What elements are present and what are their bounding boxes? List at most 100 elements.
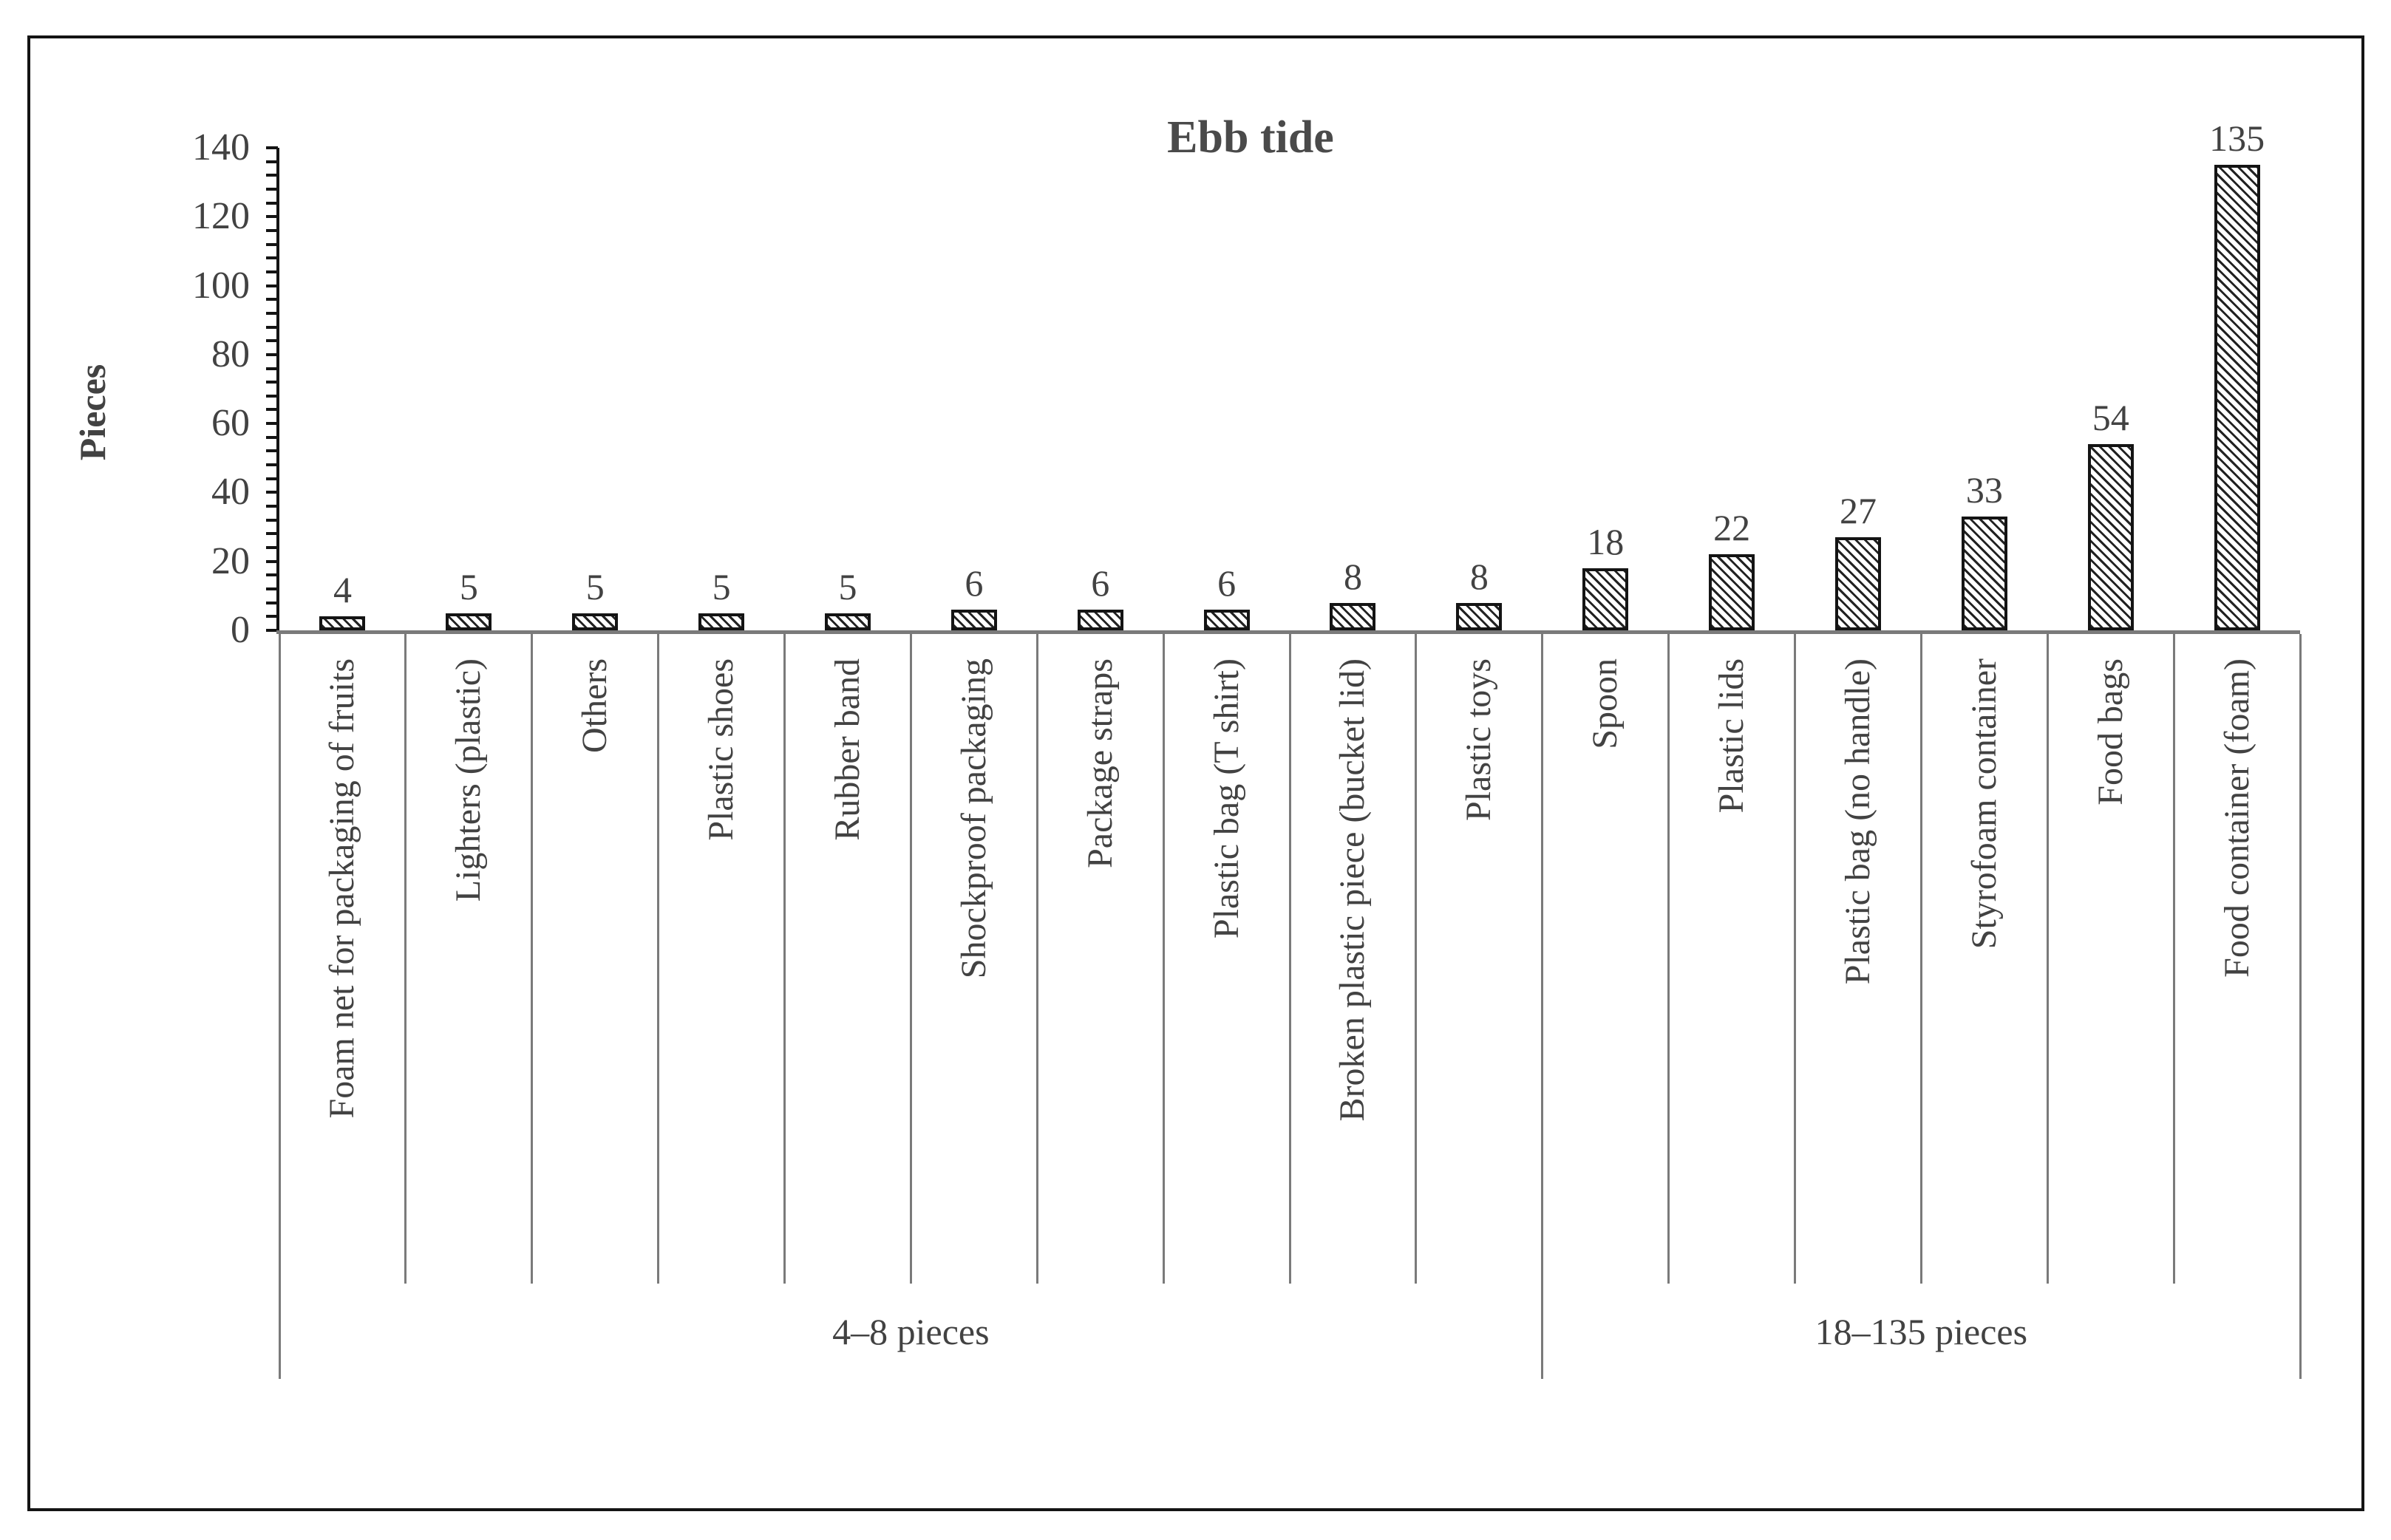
bar-value-label: 6 [1091, 562, 1110, 604]
bar-value-label: 33 [1965, 469, 2003, 511]
y-axis-tick-mark [266, 422, 278, 426]
group-boundary-line [2299, 1284, 2302, 1379]
category-label: Plastic toys [1459, 658, 1499, 822]
category-separator-line [2299, 634, 2302, 1284]
category-label: Food container (foam) [2217, 658, 2256, 978]
y-axis-tick-mark [266, 394, 278, 398]
category-label: Plastic bag (no handle) [1837, 658, 1877, 985]
category-label: Foam net for packaging of fruits [322, 658, 362, 1119]
group-label: 4–8 pieces [832, 1310, 990, 1352]
y-axis-tick-mark [266, 256, 278, 260]
bar [1961, 517, 2007, 630]
category-separator-line [2046, 634, 2049, 1284]
group-label: 18–135 pieces [1814, 1310, 2028, 1352]
category-separator-line [404, 634, 407, 1284]
bar-value-label: 4 [333, 569, 352, 611]
category-label: Others [575, 658, 615, 753]
bar-value-label: 5 [712, 565, 731, 607]
bar [1582, 568, 1629, 630]
y-axis-tick-mark [266, 215, 278, 219]
group-boundary-line [1541, 1284, 1544, 1379]
category-label: Styrofoam container [1964, 658, 2004, 950]
bar [1456, 602, 1503, 630]
y-axis-tick-mark [266, 408, 278, 412]
y-axis-tick-mark [266, 311, 278, 315]
y-axis-tick-mark [266, 615, 278, 619]
category-separator-line [1794, 634, 1796, 1284]
bar [1077, 610, 1123, 630]
y-axis-tick-mark [266, 352, 278, 356]
y-axis-tick-mark [266, 435, 278, 439]
y-axis-tick-mark [266, 532, 278, 536]
bar [446, 613, 492, 630]
y-axis-tick-mark [266, 298, 278, 301]
category-label: Plastic lids [1712, 658, 1752, 814]
category-separator-line [1035, 634, 1038, 1284]
category-separator-line [1288, 634, 1291, 1284]
y-axis-tick-label: 80 [211, 333, 250, 375]
y-axis-tick-mark [266, 477, 278, 480]
category-separator-line [909, 634, 912, 1284]
y-axis-tick-mark [266, 505, 278, 508]
y-axis-tick-mark [266, 187, 278, 191]
category-label: Plastic shoes [701, 658, 741, 841]
y-axis-tick-mark [266, 463, 278, 467]
bar [1834, 537, 1881, 630]
category-separator-line [531, 634, 534, 1284]
bar [2214, 165, 2260, 630]
bar [319, 616, 366, 630]
category-separator-line [1415, 634, 1418, 1284]
y-axis-tick-label: 20 [211, 539, 250, 582]
bar [572, 613, 619, 630]
y-axis-tick-mark [266, 518, 278, 522]
bar-value-label: 5 [838, 565, 857, 607]
y-axis-tick-mark [266, 559, 278, 563]
bar-value-label: 8 [1343, 555, 1362, 597]
category-separator-line [1919, 634, 1922, 1284]
bar-value-label: 27 [1839, 490, 1877, 532]
y-axis-tick-label: 140 [192, 126, 250, 168]
y-axis-tick-mark [266, 160, 278, 163]
y-axis-tick-mark [266, 381, 278, 384]
category-label: Spoon [1585, 658, 1625, 749]
y-axis-tick-mark [266, 339, 278, 343]
y-axis-tick-mark [266, 284, 278, 287]
category-label: Food bags [2090, 658, 2130, 805]
y-axis-tick-mark [266, 228, 278, 232]
figure-border-frame [27, 35, 2364, 1511]
y-axis-tick-mark [266, 201, 278, 205]
category-label: Lighters (plastic) [449, 658, 489, 902]
bar-value-label: 8 [1469, 555, 1489, 597]
category-label: Shockproof packaging [953, 658, 993, 979]
category-label: Package straps [1080, 658, 1120, 868]
y-axis-tick-mark [266, 491, 278, 494]
x-axis-baseline [276, 630, 2300, 634]
y-axis-tick-mark [266, 573, 278, 577]
bar [1203, 610, 1250, 630]
y-axis-tick-mark [266, 587, 278, 591]
bar [950, 610, 997, 630]
bar-value-label: 6 [1217, 562, 1237, 604]
category-label: Rubber band [827, 658, 867, 841]
bar-value-label: 18 [1587, 521, 1625, 563]
bar-value-label: 22 [1713, 507, 1751, 549]
y-axis-tick-mark [266, 325, 278, 329]
y-axis-tick-mark [266, 601, 278, 604]
category-label: Plastic bag (T shirt) [1206, 658, 1246, 939]
bar [698, 613, 745, 630]
bar [2087, 444, 2134, 630]
y-axis-tick-label: 60 [211, 402, 250, 445]
bar-value-label: 54 [2092, 397, 2129, 439]
y-axis-tick-label: 100 [192, 264, 250, 307]
y-axis-tick-mark [266, 242, 278, 246]
y-axis-tick-label: 120 [192, 195, 250, 238]
bar-value-label: 5 [585, 565, 605, 607]
category-separator-line [1541, 634, 1544, 1284]
y-axis-tick-mark [266, 174, 278, 177]
category-separator-line [2172, 634, 2175, 1284]
y-axis-tick-label: 40 [211, 471, 250, 514]
category-separator-line [1162, 634, 1165, 1284]
bar-value-label: 5 [459, 565, 478, 607]
y-axis-tick-mark [266, 146, 278, 149]
